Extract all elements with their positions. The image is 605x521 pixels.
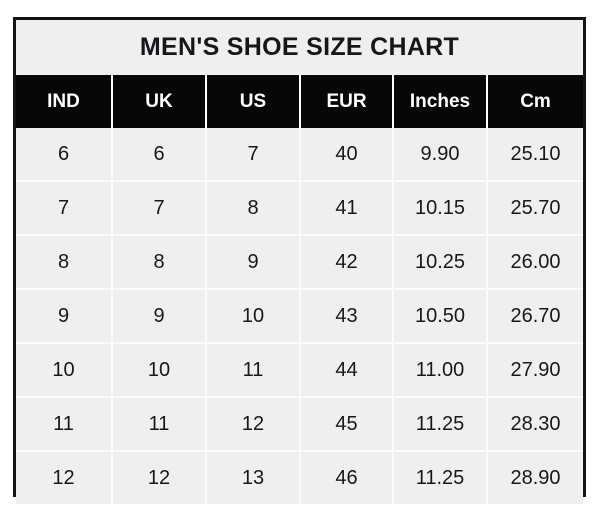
cell-eur: 46 — [300, 451, 394, 504]
cell-us: 10 — [206, 289, 301, 344]
table-row: 10 10 11 44 11.00 27.90 — [16, 343, 583, 398]
cell-uk: 6 — [112, 128, 207, 182]
cell-eur: 40 — [300, 128, 394, 182]
table-row: 8 8 9 42 10.25 26.00 — [16, 235, 583, 290]
column-header-cm: Cm — [487, 75, 583, 128]
cell-ind: 6 — [16, 128, 113, 182]
chart-title: MEN'S SHOE SIZE CHART — [16, 20, 583, 75]
cell-ind: 8 — [16, 235, 113, 290]
cell-eur: 43 — [300, 289, 394, 344]
cell-uk: 8 — [112, 235, 207, 290]
column-header-eur: EUR — [300, 75, 394, 128]
cell-eur: 41 — [300, 181, 394, 236]
cell-inches: 10.50 — [393, 289, 488, 344]
table-row: 6 6 7 40 9.90 25.10 — [16, 128, 583, 182]
table-header: IND UK US EUR Inches Cm — [16, 75, 583, 128]
cell-us: 8 — [206, 181, 301, 236]
header-row: IND UK US EUR Inches Cm — [16, 75, 583, 128]
table-row: 11 11 12 45 11.25 28.30 — [16, 397, 583, 452]
cell-cm: 25.10 — [487, 128, 583, 182]
cell-cm: 27.90 — [487, 343, 583, 398]
cell-eur: 44 — [300, 343, 394, 398]
column-header-inches: Inches — [393, 75, 488, 128]
cell-ind: 10 — [16, 343, 113, 398]
cell-cm: 26.00 — [487, 235, 583, 290]
table-body: 6 6 7 40 9.90 25.10 7 7 8 41 10.15 25.70… — [16, 128, 583, 504]
cell-uk: 10 — [112, 343, 207, 398]
cell-cm: 28.90 — [487, 451, 583, 504]
cell-us: 11 — [206, 343, 301, 398]
cell-cm: 25.70 — [487, 181, 583, 236]
table-row: 9 9 10 43 10.50 26.70 — [16, 289, 583, 344]
size-chart-table: IND UK US EUR Inches Cm 6 6 7 40 9.90 25… — [16, 75, 583, 504]
cell-eur: 45 — [300, 397, 394, 452]
column-header-ind: IND — [16, 75, 113, 128]
cell-ind: 9 — [16, 289, 113, 344]
table-row: 7 7 8 41 10.15 25.70 — [16, 181, 583, 236]
cell-ind: 12 — [16, 451, 113, 504]
cell-us: 13 — [206, 451, 301, 504]
cell-cm: 26.70 — [487, 289, 583, 344]
cell-inches: 11.00 — [393, 343, 488, 398]
shoe-size-chart: MEN'S SHOE SIZE CHART IND UK US EUR Inch… — [13, 17, 586, 504]
cell-uk: 11 — [112, 397, 207, 452]
table-row: 12 12 13 46 11.25 28.90 — [16, 451, 583, 504]
cell-us: 12 — [206, 397, 301, 452]
cell-inches: 9.90 — [393, 128, 488, 182]
cell-eur: 42 — [300, 235, 394, 290]
cell-cm: 28.30 — [487, 397, 583, 452]
cell-us: 7 — [206, 128, 301, 182]
cell-inches: 11.25 — [393, 397, 488, 452]
cell-inches: 11.25 — [393, 451, 488, 504]
column-header-us: US — [206, 75, 301, 128]
cell-inches: 10.15 — [393, 181, 488, 236]
cell-ind: 11 — [16, 397, 113, 452]
column-header-uk: UK — [112, 75, 207, 128]
cell-us: 9 — [206, 235, 301, 290]
cell-uk: 9 — [112, 289, 207, 344]
cell-uk: 7 — [112, 181, 207, 236]
cell-uk: 12 — [112, 451, 207, 504]
cell-ind: 7 — [16, 181, 113, 236]
cell-inches: 10.25 — [393, 235, 488, 290]
